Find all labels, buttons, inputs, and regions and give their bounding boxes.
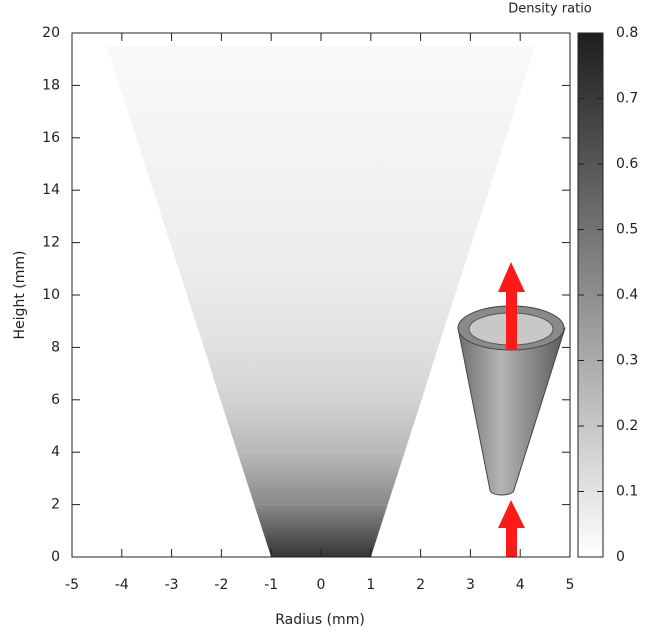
y-tick-label: 18 xyxy=(42,77,60,93)
colorbar-tick-label: 0.3 xyxy=(616,353,638,369)
density-slice xyxy=(106,46,536,86)
density-slice xyxy=(237,452,405,505)
y-tick-label: 0 xyxy=(51,549,60,565)
x-tick-label: -1 xyxy=(264,577,278,593)
x-tick-label: 2 xyxy=(416,577,425,593)
density-slice xyxy=(254,504,388,557)
x-tick-label: -2 xyxy=(214,577,228,593)
x-tick-label: -4 xyxy=(115,577,129,593)
density-slice xyxy=(187,295,455,348)
y-tick-label: 2 xyxy=(51,497,60,513)
density-slice xyxy=(153,190,489,243)
arrow-head xyxy=(498,262,525,292)
y-tick-label: 10 xyxy=(42,287,60,303)
density-slice xyxy=(203,347,439,400)
cone-illustration xyxy=(457,262,566,557)
x-tick-label: -5 xyxy=(65,577,79,593)
colorbar-tick-label: 0.4 xyxy=(616,287,638,303)
y-tick-label: 6 xyxy=(51,392,60,408)
arrow-shaft xyxy=(506,525,517,557)
y-tick-label: 8 xyxy=(51,339,60,355)
arrow-shaft xyxy=(506,290,517,350)
x-tick-label: 4 xyxy=(516,577,525,593)
arrow-head xyxy=(498,500,525,528)
plot-area xyxy=(106,46,536,557)
colorbar-tick-label: 0.8 xyxy=(616,25,638,41)
cone-body xyxy=(457,327,566,496)
density-slice xyxy=(170,242,472,295)
x-axis-label: Radius (mm) xyxy=(275,612,365,628)
density-slice xyxy=(119,85,523,138)
colorbar-title: Density ratio xyxy=(508,2,592,17)
y-tick-label: 4 xyxy=(51,444,60,460)
x-tick-label: -3 xyxy=(165,577,179,593)
x-tick-label: 1 xyxy=(366,577,375,593)
x-tick-label: 5 xyxy=(566,577,575,593)
y-axis-label: Height (mm) xyxy=(12,251,28,340)
colorbar-tick-label: 0.6 xyxy=(616,156,638,172)
y-tick-label: 16 xyxy=(42,130,60,146)
colorbar-tick-label: 0.5 xyxy=(616,222,638,238)
density-slice xyxy=(136,137,506,191)
y-tick-label: 12 xyxy=(42,235,60,251)
colorbar-tick-label: 0.7 xyxy=(616,91,638,107)
colorbar-tick-label: 0 xyxy=(616,549,625,565)
colorbar-tick-label: 0.1 xyxy=(616,484,638,500)
density-slice xyxy=(220,399,422,453)
x-tick-label: 3 xyxy=(466,577,475,593)
colorbar-tick-label: 0.2 xyxy=(616,418,638,434)
x-tick-label: 0 xyxy=(317,577,326,593)
y-tick-label: 14 xyxy=(42,182,60,198)
y-tick-label: 20 xyxy=(42,25,60,41)
